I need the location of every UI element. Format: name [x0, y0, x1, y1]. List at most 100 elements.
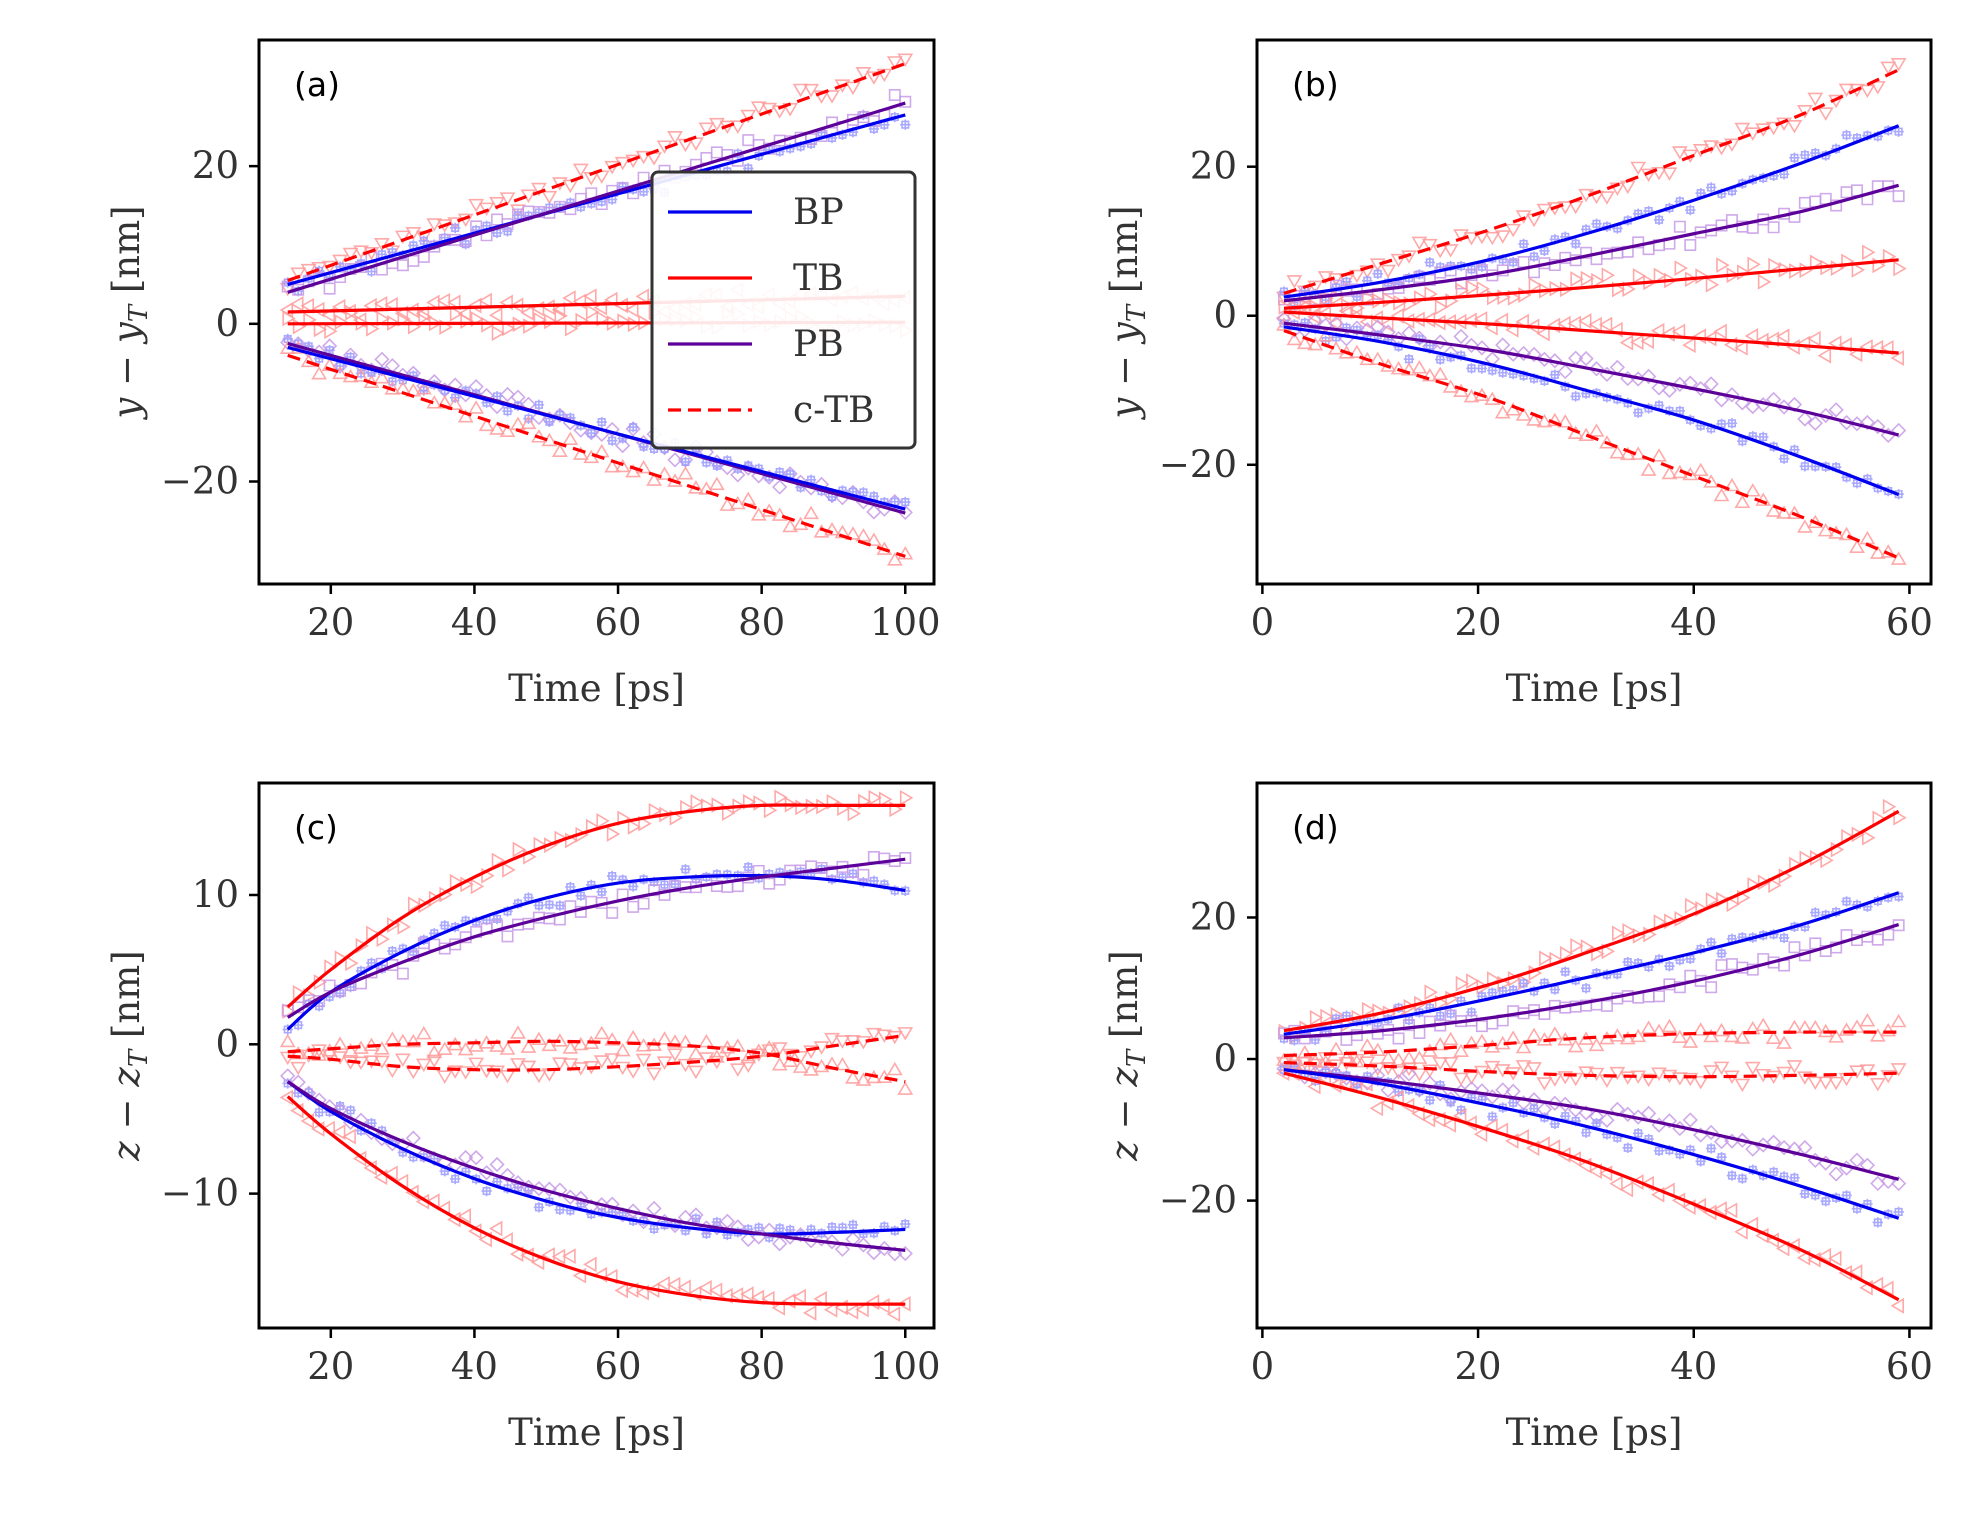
x-tick-label: 100 — [870, 601, 941, 644]
data-point — [1517, 256, 1530, 269]
y-tick-label: 20 — [1190, 895, 1237, 938]
data-point — [363, 1055, 380, 1069]
data-point — [1453, 1072, 1469, 1087]
data-point — [1539, 950, 1553, 967]
data-point — [1442, 1117, 1457, 1133]
data-point — [792, 1051, 809, 1065]
data-point — [1820, 852, 1834, 869]
data-point — [855, 528, 872, 542]
data-point — [1817, 522, 1834, 537]
data-point — [1685, 204, 1696, 216]
panel-label: (d) — [1292, 808, 1339, 847]
data-point — [606, 826, 621, 842]
data-point — [397, 918, 411, 935]
data-point — [667, 1048, 683, 1062]
data-point — [708, 117, 725, 132]
x-tick-label: 40 — [1670, 601, 1717, 644]
data-point — [541, 1247, 555, 1263]
data-point — [635, 1038, 652, 1052]
data-point — [656, 1031, 673, 1045]
data-point — [1296, 335, 1313, 350]
data-point — [1838, 1022, 1855, 1036]
data-point — [1640, 333, 1654, 350]
data-point — [1653, 990, 1666, 1003]
data-point — [680, 864, 691, 875]
data-point — [1737, 889, 1751, 906]
markers-c-TB — [1276, 57, 1907, 306]
data-point — [1775, 1240, 1790, 1257]
data-point — [1505, 1030, 1522, 1044]
data-point — [426, 294, 440, 311]
data-point — [426, 218, 443, 232]
data-point — [803, 83, 819, 98]
data-point — [1716, 1152, 1727, 1163]
data-point — [415, 381, 432, 395]
data-point — [449, 305, 464, 322]
data-point — [1725, 958, 1738, 971]
data-point — [1369, 1100, 1384, 1117]
data-point — [1474, 340, 1490, 356]
data-point — [1578, 313, 1592, 329]
data-point — [1775, 328, 1790, 345]
data-point — [418, 235, 429, 247]
y-tick-label: 20 — [192, 144, 239, 187]
data-point — [1872, 1217, 1884, 1228]
data-point — [1746, 963, 1759, 976]
data-point — [596, 813, 610, 829]
data-point — [1807, 92, 1824, 107]
data-point — [1444, 264, 1457, 277]
data-point — [637, 897, 650, 910]
data-point — [468, 1150, 484, 1166]
data-point — [1424, 1094, 1436, 1106]
data-point — [1870, 418, 1886, 435]
data-point — [522, 917, 535, 930]
data-point — [541, 1037, 558, 1052]
data-point — [865, 1294, 880, 1311]
data-point — [1484, 1060, 1501, 1075]
data-point — [1703, 376, 1719, 392]
data-point — [1653, 267, 1668, 284]
data-point — [1463, 1035, 1480, 1049]
data-point — [1317, 1064, 1334, 1080]
data-point — [1609, 445, 1626, 459]
data-point — [1632, 1128, 1644, 1139]
data-point — [436, 1041, 453, 1055]
data-point — [886, 56, 903, 70]
data-point — [710, 146, 723, 159]
data-point — [627, 422, 639, 433]
data-point — [635, 1053, 652, 1068]
data-point — [531, 182, 547, 197]
data-point — [1369, 1062, 1386, 1076]
data-point — [1476, 261, 1488, 272]
data-point — [1601, 943, 1616, 960]
data-point — [468, 1038, 485, 1052]
data-point — [646, 1200, 662, 1217]
data-point — [1651, 448, 1667, 462]
data-point — [1653, 214, 1665, 225]
x-tick-label: 60 — [594, 601, 641, 644]
data-point — [614, 1042, 631, 1057]
data-point — [1591, 218, 1602, 230]
axes-frame — [257, 38, 936, 586]
data-point — [897, 546, 914, 560]
data-point — [1340, 1033, 1353, 1046]
data-point — [1599, 191, 1615, 205]
data-point — [1871, 933, 1884, 946]
data-point — [1432, 366, 1449, 381]
data-point — [614, 1282, 629, 1299]
data-point — [562, 1248, 576, 1265]
x-axis-label: Time [ps] — [508, 1411, 685, 1454]
data-point — [1557, 414, 1574, 428]
data-point — [667, 1217, 683, 1234]
data-point — [394, 1053, 411, 1067]
data-point — [1890, 1297, 1904, 1314]
data-point — [1578, 350, 1594, 367]
data-point — [1455, 975, 1470, 992]
data-point — [342, 1042, 359, 1057]
data-point — [1765, 503, 1782, 517]
data-point — [1880, 1022, 1897, 1037]
data-point — [1390, 360, 1407, 375]
data-point — [374, 1041, 390, 1055]
data-point — [656, 466, 673, 480]
data-point — [1807, 415, 1823, 431]
